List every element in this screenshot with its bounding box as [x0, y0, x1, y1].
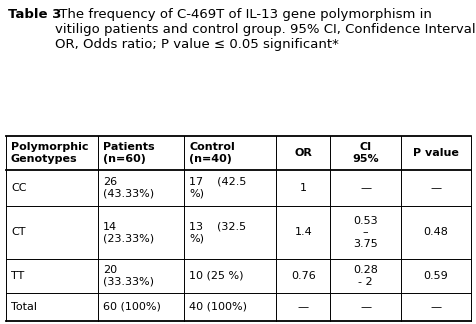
- Text: CT: CT: [11, 227, 25, 237]
- Text: 40 (100%): 40 (100%): [189, 302, 247, 312]
- Text: 26
(43.33%): 26 (43.33%): [103, 177, 154, 199]
- Text: CI
95%: CI 95%: [351, 142, 378, 164]
- Text: 20
(33.33%): 20 (33.33%): [103, 265, 154, 287]
- Text: 14
(23.33%): 14 (23.33%): [103, 222, 154, 243]
- Text: CC: CC: [11, 183, 27, 193]
- Text: —: —: [429, 183, 440, 193]
- Text: 0.53
–
3.75: 0.53 – 3.75: [352, 216, 377, 249]
- Text: Patients
(n=60): Patients (n=60): [103, 142, 154, 164]
- Text: 0.48: 0.48: [423, 227, 447, 237]
- Text: P value: P value: [412, 148, 458, 158]
- Text: 1: 1: [299, 183, 306, 193]
- Text: 60 (100%): 60 (100%): [103, 302, 160, 312]
- Text: Polymorphic
Genotypes: Polymorphic Genotypes: [11, 142, 89, 164]
- Text: 1.4: 1.4: [294, 227, 312, 237]
- Text: 13    (32.5
%): 13 (32.5 %): [189, 222, 246, 243]
- Text: 0.59: 0.59: [423, 271, 447, 281]
- Text: 17    (42.5
%): 17 (42.5 %): [189, 177, 246, 199]
- Text: —: —: [297, 302, 308, 312]
- Text: The frequency of C-469T of IL-13 gene polymorphism in
vitiligo patients and cont: The frequency of C-469T of IL-13 gene po…: [55, 8, 476, 51]
- Text: Total: Total: [11, 302, 37, 312]
- Text: 0.76: 0.76: [290, 271, 315, 281]
- Text: —: —: [429, 302, 440, 312]
- Text: OR: OR: [294, 148, 312, 158]
- Text: 0.28
- 2: 0.28 - 2: [352, 265, 377, 287]
- Text: —: —: [359, 183, 370, 193]
- Text: TT: TT: [11, 271, 24, 281]
- Text: 10 (25 %): 10 (25 %): [189, 271, 243, 281]
- Text: Control
(n=40): Control (n=40): [189, 142, 235, 164]
- Text: —: —: [359, 302, 370, 312]
- Text: Table 3: Table 3: [8, 8, 61, 21]
